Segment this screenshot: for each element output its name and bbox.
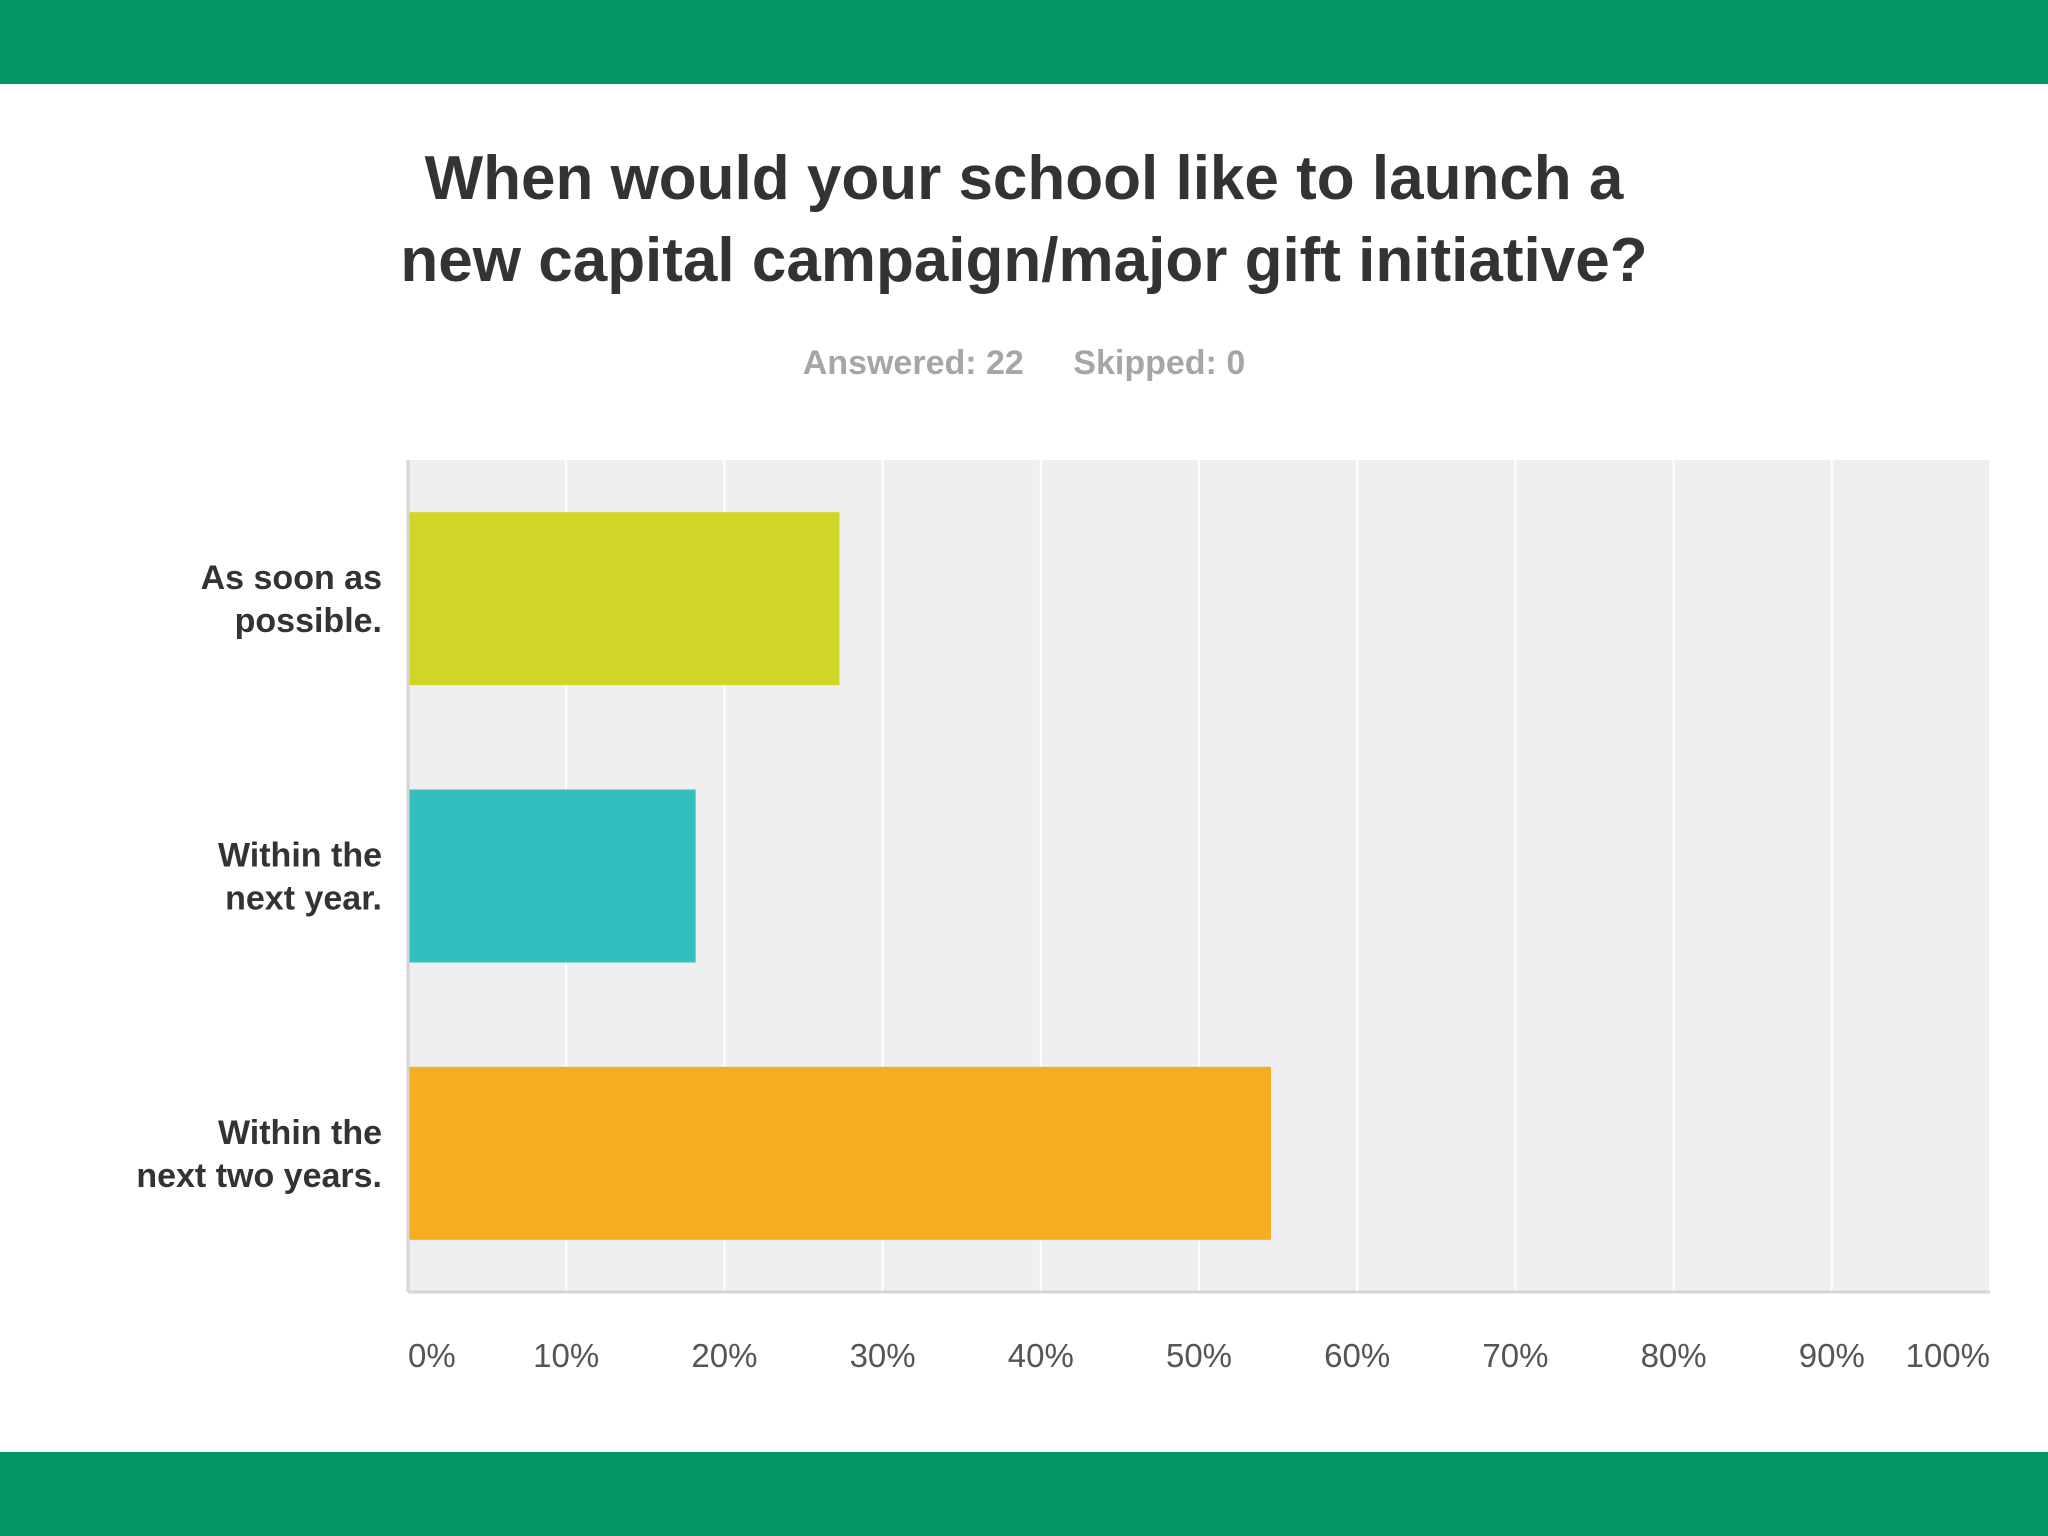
bottom-band [0, 1452, 2048, 1536]
category-label: As soon as possible. [201, 559, 382, 640]
answered-count: Answered: 22 [802, 344, 1024, 382]
x-tick-label: 50% [1166, 1337, 1232, 1374]
category-labels: As soon as possible. Within the next year. W… [136, 559, 382, 1195]
bar-chart: As soon as possible. Within the next year. W… [136, 460, 1991, 1374]
x-tick-label: 80% [1641, 1337, 1707, 1374]
bar [408, 1066, 1271, 1240]
bars [408, 512, 1271, 1240]
bar [408, 789, 696, 963]
top-band [0, 0, 2048, 84]
skipped-count: Skipped: 0 [1073, 344, 1246, 382]
x-tick-label: 70% [1482, 1337, 1548, 1374]
category-label: Within the next year. [218, 837, 382, 918]
category-label: Within the next two years. [136, 1114, 382, 1195]
x-tick-label: 40% [1008, 1337, 1074, 1374]
chart-title-line-2: new capital campaign/major gift initiati… [400, 226, 1648, 295]
bar [408, 512, 840, 686]
x-tick-label: 10% [533, 1337, 599, 1374]
chart-title-line-1: When would your school like to launch a [424, 144, 1624, 213]
chart-title: When would your school like to launch a … [224, 138, 1824, 302]
x-tick-label: 100% [1906, 1337, 1990, 1374]
x-tick-label: 90% [1799, 1337, 1865, 1374]
x-tick-label: 30% [850, 1337, 916, 1374]
response-stats: Answered: 22 Skipped: 0 [0, 344, 2048, 383]
x-tick-label: 20% [691, 1337, 757, 1374]
x-tick-labels: 0% 10% 20% 30% 40% 50% 60% 70% 80% 90% 100% [408, 1337, 1990, 1374]
x-tick-label: 0% [408, 1337, 456, 1374]
x-tick-label: 60% [1324, 1337, 1390, 1374]
